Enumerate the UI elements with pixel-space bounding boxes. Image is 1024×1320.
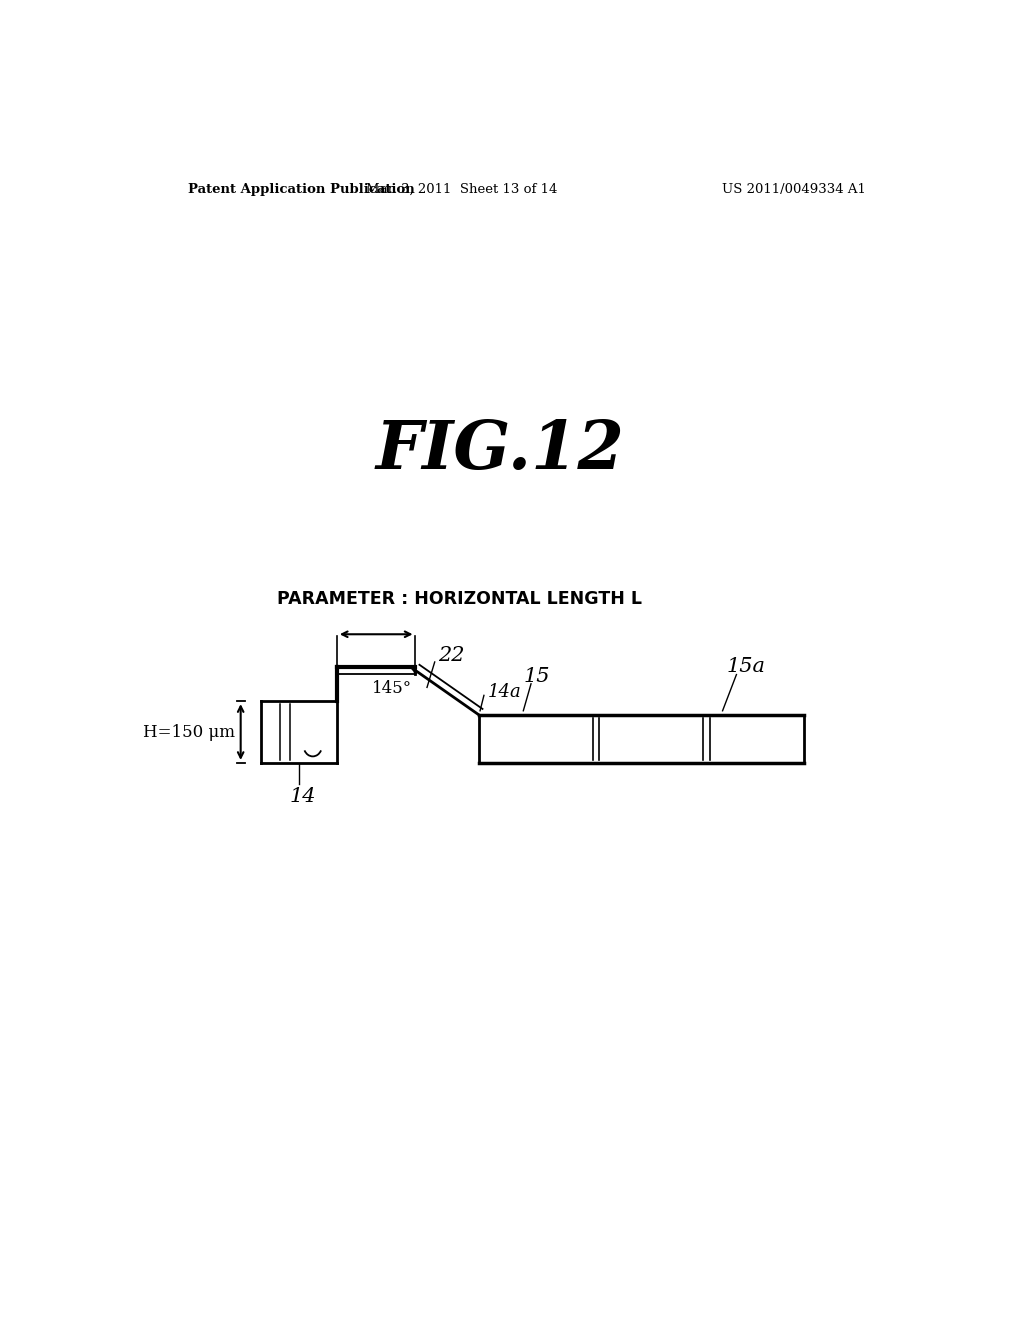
Text: 14: 14 [290, 788, 316, 807]
Text: 15: 15 [524, 667, 551, 685]
Text: PARAMETER : HORIZONTAL LENGTH L: PARAMETER : HORIZONTAL LENGTH L [276, 590, 642, 607]
Text: Mar. 3, 2011  Sheet 13 of 14: Mar. 3, 2011 Sheet 13 of 14 [366, 182, 557, 195]
Text: US 2011/0049334 A1: US 2011/0049334 A1 [722, 182, 866, 195]
Text: 14a: 14a [487, 682, 521, 701]
Text: Patent Application Publication: Patent Application Publication [188, 182, 415, 195]
Text: 15a: 15a [726, 657, 765, 676]
Text: 22: 22 [438, 647, 465, 665]
Text: 145°: 145° [372, 680, 412, 697]
Text: FIG.12: FIG.12 [376, 418, 625, 483]
Text: H=150 μm: H=150 μm [142, 723, 234, 741]
